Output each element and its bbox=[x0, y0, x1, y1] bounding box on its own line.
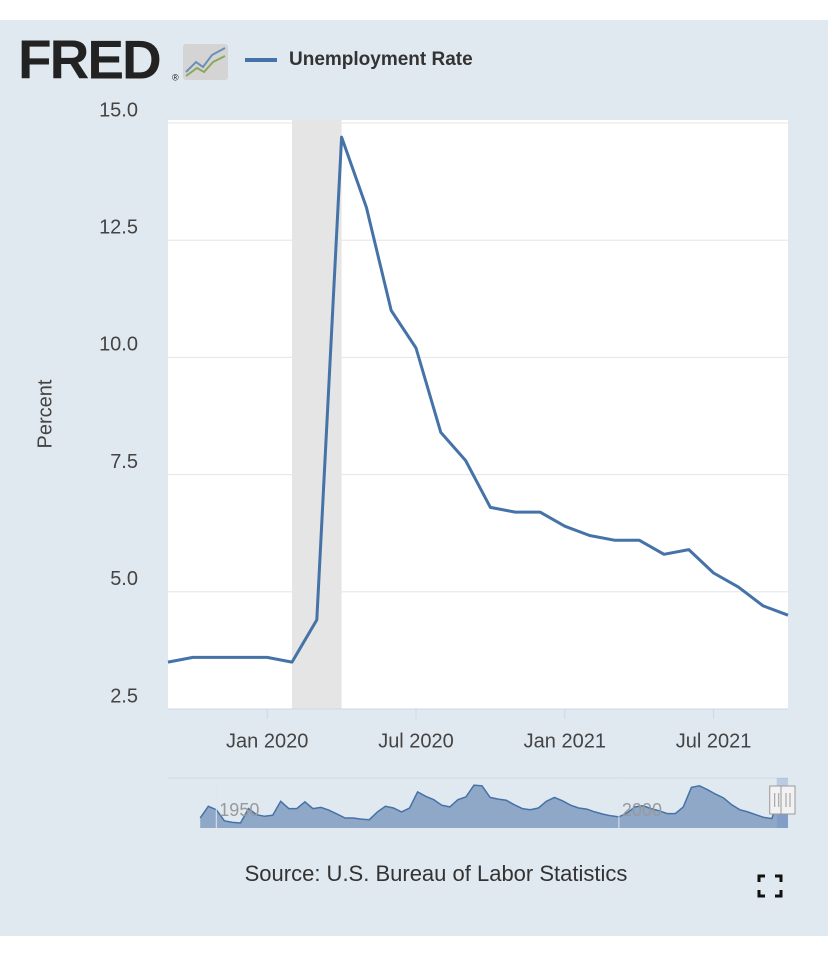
x-tick-label: Jul 2021 bbox=[676, 730, 752, 752]
x-tick-label: Jul 2020 bbox=[378, 730, 454, 752]
fullscreen-button[interactable] bbox=[757, 874, 783, 898]
y-tick-label: 10.0 bbox=[99, 334, 138, 356]
y-tick-label: 2.5 bbox=[110, 685, 138, 707]
logo-icon bbox=[183, 44, 228, 80]
y-axis-label: Percent bbox=[34, 379, 56, 448]
series-line bbox=[167, 135, 789, 664]
y-tick-label: 5.0 bbox=[110, 568, 138, 590]
navigator-tick-label: 2000 bbox=[622, 800, 662, 820]
navigator-tick-label: 1950 bbox=[219, 800, 259, 820]
navigator-area bbox=[200, 785, 788, 828]
logo-mark: ® bbox=[172, 72, 179, 82]
logo: FRED bbox=[18, 29, 160, 91]
y-tick-label: 15.0 bbox=[99, 99, 138, 121]
y-tick-label: 7.5 bbox=[110, 451, 138, 473]
x-tick-label: Jan 2021 bbox=[524, 730, 606, 752]
navigator-line bbox=[199, 784, 789, 824]
x-tick-label: Jan 2020 bbox=[226, 730, 308, 752]
navigator-handle[interactable] bbox=[780, 785, 796, 815]
legend-label: Unemployment Rate bbox=[289, 49, 473, 70]
plot-area bbox=[168, 120, 788, 709]
source: Source: U.S. Bureau of Labor Statistics bbox=[245, 861, 628, 886]
y-tick-label: 12.5 bbox=[99, 216, 138, 238]
